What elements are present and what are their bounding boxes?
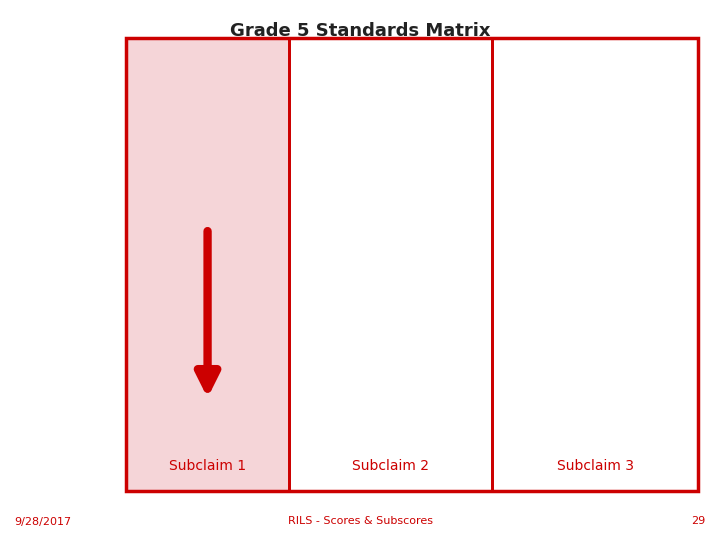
Bar — [289, 38, 492, 491]
Text: Grade 5 Standards Matrix: Grade 5 Standards Matrix — [230, 22, 490, 39]
Text: RILS - Scores & Subscores: RILS - Scores & Subscores — [287, 516, 433, 526]
Bar — [492, 38, 698, 491]
Text: 29: 29 — [691, 516, 706, 526]
Text: Subclaim 3: Subclaim 3 — [557, 458, 634, 472]
Text: 9/28/2017: 9/28/2017 — [14, 516, 71, 526]
Text: Subclaim 1: Subclaim 1 — [169, 458, 246, 472]
Text: Subclaim 2: Subclaim 2 — [352, 458, 429, 472]
Bar — [126, 38, 698, 491]
Bar — [126, 38, 289, 491]
Bar — [126, 38, 289, 491]
